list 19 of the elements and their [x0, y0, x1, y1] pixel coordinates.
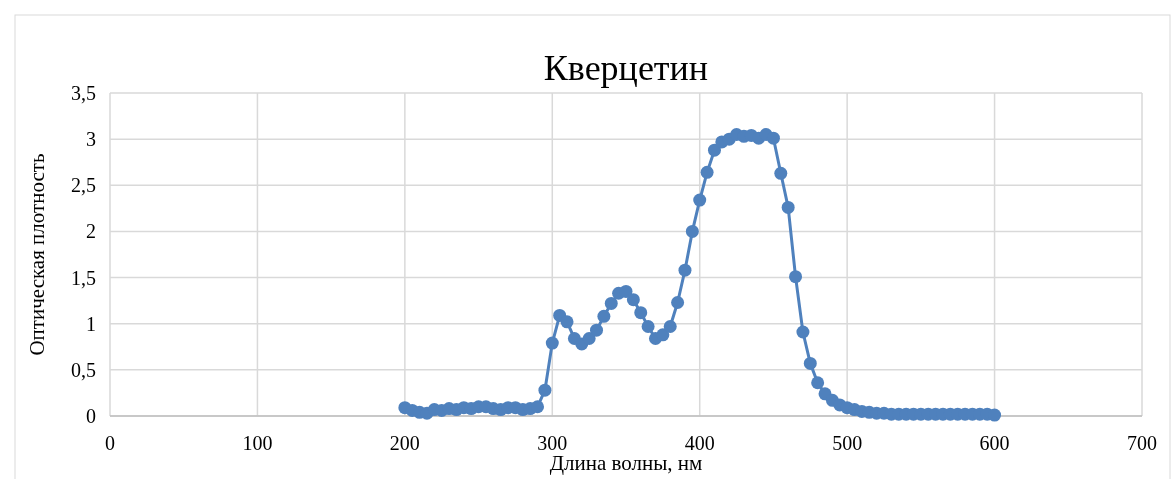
x-tick-label: 300	[537, 432, 568, 454]
x-axis-title: Длина волны, нм	[549, 451, 703, 475]
chart-title: Кверцетин	[543, 48, 709, 88]
x-tick-label: 400	[684, 432, 715, 454]
y-tick-label: 0	[86, 405, 96, 427]
y-tick-label: 2,5	[71, 174, 96, 197]
y-tick-label: 3	[86, 128, 96, 151]
x-tick-label: 500	[832, 432, 863, 454]
y-tick-label: 2	[86, 220, 96, 243]
x-tick-label: 200	[389, 432, 420, 454]
x-tick-label: 100	[242, 432, 273, 454]
y-tick-label: 1,5	[71, 266, 96, 289]
x-tick-label: 0	[105, 432, 115, 454]
y-tick-label: 3,5	[71, 82, 96, 104]
y-tick-label: 0,5	[71, 358, 96, 381]
x-tick-label: 600	[979, 432, 1010, 454]
y-axis-title: Оптическая плотность	[25, 153, 49, 356]
y-tick-label: 1	[86, 312, 96, 335]
x-tick-label: 700	[1127, 432, 1157, 454]
